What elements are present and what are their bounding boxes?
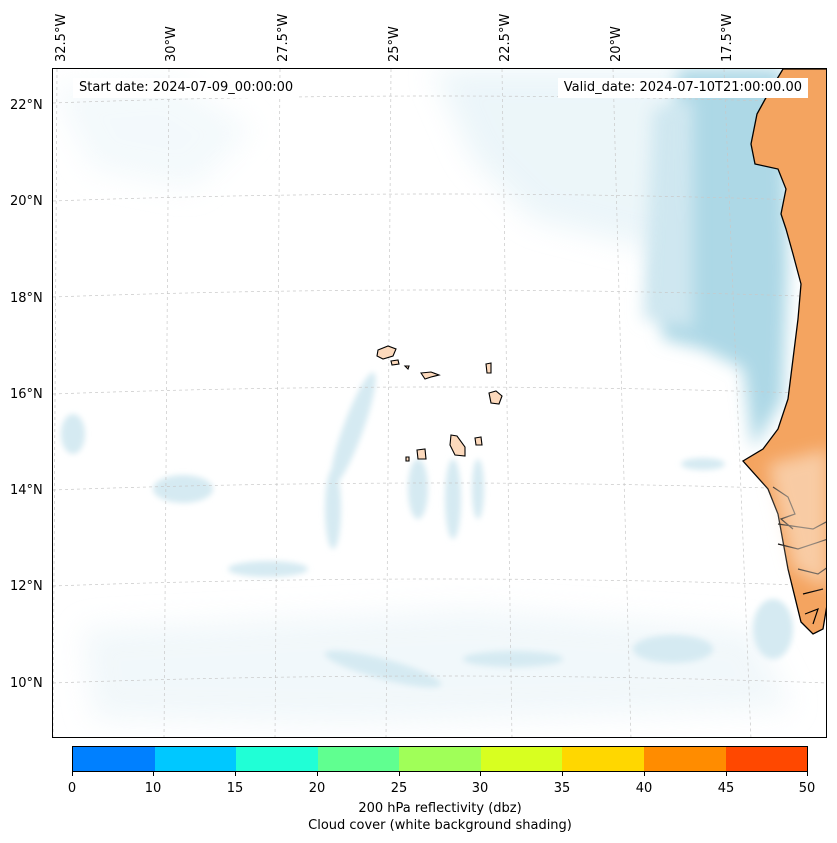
island-sal xyxy=(485,362,492,374)
lat-label-10n: 10°N xyxy=(10,676,43,691)
colorbar-tickmark xyxy=(726,772,727,776)
lon-label-25w: 25°W xyxy=(387,26,402,62)
meridian xyxy=(274,69,281,737)
colorbar-tickmark xyxy=(480,772,481,776)
colorbar-tick-label: 35 xyxy=(553,781,571,796)
parallel xyxy=(53,95,826,104)
colorbar-tickmark xyxy=(153,772,154,776)
colorbar-tick-label: 40 xyxy=(635,781,653,796)
cloud-streak xyxy=(61,414,85,454)
colorbar-segment-20-25 xyxy=(317,747,400,771)
lon-label-30w: 30°W xyxy=(164,26,179,62)
cloud-streak xyxy=(463,651,563,667)
lon-label-32-5w: 32.5°W xyxy=(54,13,69,62)
parallel xyxy=(53,193,826,202)
meridian xyxy=(53,69,58,737)
lat-label-20n: 20°N xyxy=(10,194,43,209)
parallel xyxy=(53,289,826,298)
island-sao-vicente xyxy=(390,359,400,366)
colorbar-tick-label: 20 xyxy=(308,781,326,796)
colorbar-tickmark xyxy=(235,772,236,776)
colorbar xyxy=(72,746,808,772)
parallel xyxy=(53,482,826,491)
cloud-streak xyxy=(325,469,341,549)
parallel xyxy=(53,675,826,684)
lat-label-14n: 14°N xyxy=(10,483,43,498)
colorbar-tick-label: 45 xyxy=(717,781,735,796)
meridian xyxy=(612,69,632,737)
island-santo-antao xyxy=(376,345,397,360)
cloud-streak xyxy=(753,599,793,659)
cape-verde-islands xyxy=(376,345,503,462)
island-fogo xyxy=(416,448,427,460)
cloud-streak xyxy=(408,459,428,519)
island-boa-vista xyxy=(488,390,503,405)
colorbar-segment-10-15 xyxy=(154,747,237,771)
island-brava xyxy=(405,456,410,462)
colorbar-segment-25-30 xyxy=(399,747,481,771)
colorbar-title: 200 hPa reflectivity (dbz) xyxy=(358,801,522,816)
island-maio xyxy=(474,436,483,446)
cloud-streak xyxy=(153,475,213,503)
parallel xyxy=(53,386,826,395)
valid-date-label: Valid_date: 2024-07-10T21:00:00.00 xyxy=(557,78,808,98)
colorbar-segment-35-40 xyxy=(562,747,644,771)
colorbar-tickmark xyxy=(807,772,808,776)
colorbar-tick-label: 25 xyxy=(390,781,408,796)
cloud-streaks xyxy=(61,372,793,688)
colorbar-tick-label: 15 xyxy=(226,781,244,796)
colorbar-tick-label: 10 xyxy=(144,781,162,796)
meridian xyxy=(501,69,513,737)
cloud-streak xyxy=(324,650,442,688)
lat-label-18n: 18°N xyxy=(10,291,43,306)
island-santa-luzia xyxy=(403,365,410,371)
colorbar-tick-label: 0 xyxy=(67,781,77,796)
lon-label-17-5w: 17.5°W xyxy=(720,13,735,62)
lat-label-22n: 22°N xyxy=(10,98,43,113)
cloud-haze-south xyxy=(83,609,793,724)
coast-detail xyxy=(804,607,819,625)
cloud-streak xyxy=(445,459,461,539)
meridian xyxy=(385,69,392,737)
colorbar-segment-0-10 xyxy=(73,747,155,771)
colorbar-tickmark xyxy=(317,772,318,776)
colorbar-tickmark xyxy=(644,772,645,776)
map-panel[interactable]: Start date: 2024-07-09_00:00:00 Valid_da… xyxy=(52,68,827,738)
cloud-streak xyxy=(472,459,484,519)
island-santiago xyxy=(449,434,466,457)
start-date-label: Start date: 2024-07-09_00:00:00 xyxy=(73,78,300,98)
lat-label-12n: 12°N xyxy=(10,579,43,594)
colorbar-tick-label: 50 xyxy=(798,781,816,796)
cloud-streak xyxy=(330,372,376,486)
lon-label-27-5w: 27.5°W xyxy=(276,13,291,62)
colorbar-tick-label: 30 xyxy=(471,781,489,796)
parallel xyxy=(53,578,826,587)
meridian xyxy=(163,69,170,737)
colorbar-segment-30-35 xyxy=(480,747,563,771)
coast-detail xyxy=(802,588,824,595)
colorbar-tickmark xyxy=(399,772,400,776)
graticule xyxy=(53,69,826,737)
cloud-streak xyxy=(633,635,713,663)
colorbar-tickmark xyxy=(562,772,563,776)
cloud-streak xyxy=(228,561,308,577)
colorbar-subtitle: Cloud cover (white background shading) xyxy=(308,818,572,833)
meridian xyxy=(723,69,752,737)
cloud-band-edge xyxy=(643,99,693,329)
lat-label-16n: 16°N xyxy=(10,387,43,402)
colorbar-segment-40-45 xyxy=(643,747,726,771)
lon-label-22-5w: 22.5°W xyxy=(498,13,513,62)
cloud-streak xyxy=(681,458,725,470)
colorbar-segment-45-50 xyxy=(725,747,808,771)
cloud-haze-northwest xyxy=(53,79,253,189)
colorbar-segment-15-20 xyxy=(236,747,318,771)
island-sao-nicolau xyxy=(420,371,441,380)
lon-label-20w: 20°W xyxy=(609,26,624,62)
map-canvas xyxy=(53,69,826,737)
colorbar-tickmark xyxy=(72,772,73,776)
senegal-interior xyxy=(768,449,826,588)
